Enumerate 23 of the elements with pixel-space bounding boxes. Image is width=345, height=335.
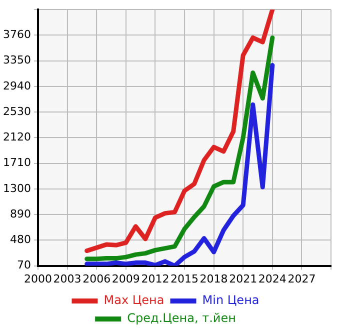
y-tick-label: 480 bbox=[10, 233, 31, 246]
x-tick-label: 2000 bbox=[24, 272, 52, 286]
x-tick-label: 2012 bbox=[141, 272, 170, 286]
x-tick-label: 2015 bbox=[170, 272, 198, 286]
x-tick-label: 2006 bbox=[82, 272, 111, 286]
y-tick-label: 3350 bbox=[2, 54, 31, 67]
y-tick-label: 2120 bbox=[2, 130, 31, 144]
legend-label: Max Цена bbox=[104, 293, 164, 308]
legend-label: Min Цена bbox=[202, 293, 260, 308]
y-tick-label: 2530 bbox=[2, 104, 31, 118]
x-tick-label: 2024 bbox=[258, 272, 286, 286]
y-tick-label: 890 bbox=[10, 207, 31, 220]
y-tick-label: 70 bbox=[16, 258, 31, 272]
x-tick-label: 2018 bbox=[200, 272, 228, 286]
x-tick-label: 2009 bbox=[112, 272, 140, 286]
y-tick-label: 1710 bbox=[2, 156, 31, 170]
x-tick-label: 2021 bbox=[229, 272, 258, 286]
x-tick-label: 2003 bbox=[53, 272, 82, 286]
y-tick-label: 1300 bbox=[2, 182, 31, 195]
x-tick-label: 2027 bbox=[288, 272, 316, 286]
legend-label: Сред.Цена, т.йен bbox=[127, 311, 236, 326]
y-tick-label: 3760 bbox=[2, 28, 31, 42]
y-tick-label: 2940 bbox=[2, 79, 31, 92]
